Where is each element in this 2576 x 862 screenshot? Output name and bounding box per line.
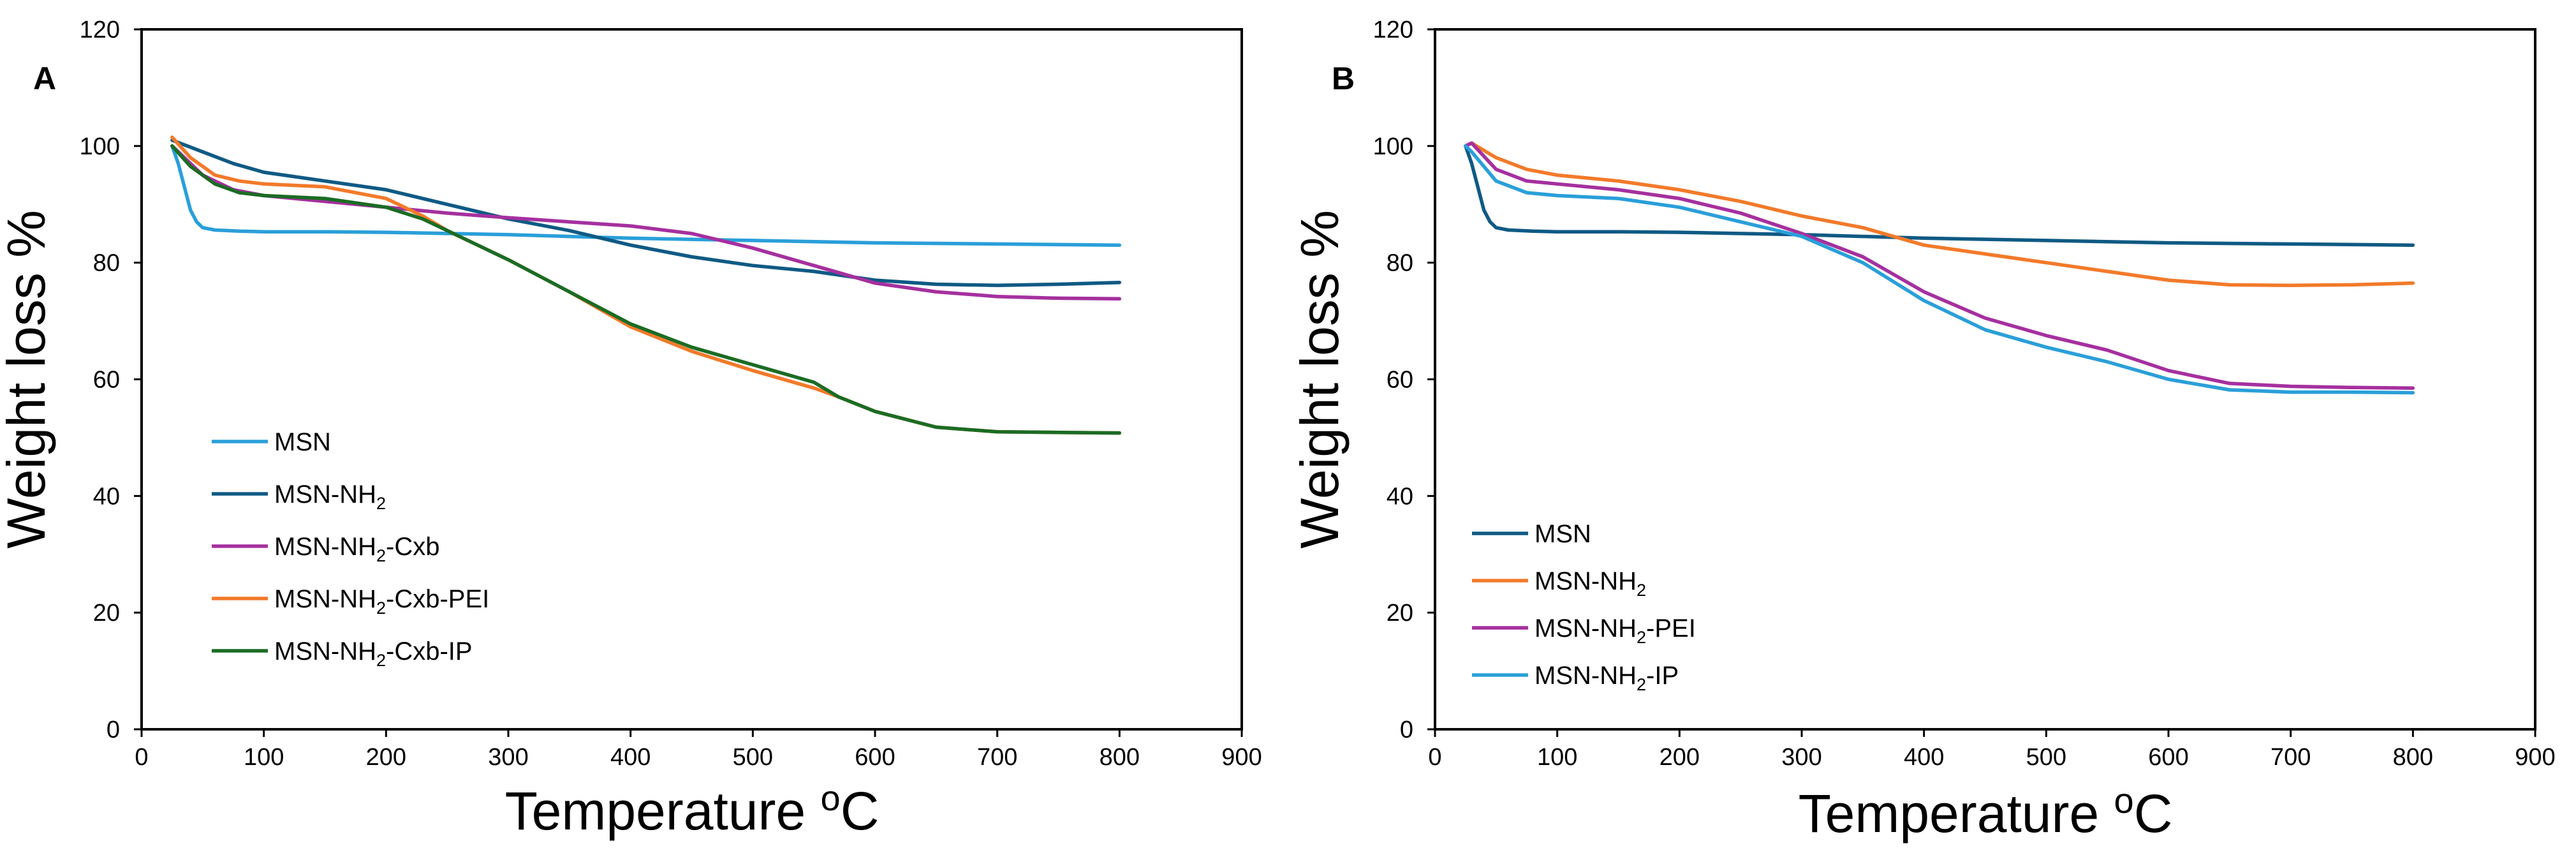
chart-b-series-line-3 <box>1464 141 2415 390</box>
chart-b-x-axis-title: Temperature oC <box>1799 780 2173 843</box>
chart-a-x-tick-label-300: 300 <box>488 744 528 771</box>
chart-b-y-tick-label-100: 100 <box>1373 133 1413 160</box>
chart-b-legend: MSN MSN-NH2 MSN-NH2-PEI MSN-NH2-IP <box>1472 520 1696 694</box>
chart-b-y-tick-label-40: 40 <box>1387 483 1413 510</box>
chart-b-x-tick-label-900: 900 <box>2515 744 2555 771</box>
chart-a-x-tick-label-500: 500 <box>733 744 773 771</box>
chart-b-x-tick-label-100: 100 <box>1537 744 1577 771</box>
chart-a-x-tick-label-600: 600 <box>855 744 895 771</box>
chart-b-panel-letter: B <box>1332 61 1355 96</box>
chart-a-y-axis-title: Weight loss % <box>0 210 56 549</box>
chart-b-y-tick-label-0: 0 <box>1400 717 1413 743</box>
chart-a-series-line-1 <box>170 144 1122 247</box>
chart-a-x-tick-label-700: 700 <box>977 744 1017 771</box>
chart-a-x-tick-label-200: 200 <box>366 744 406 771</box>
chart-a-legend-label-3: MSN-NH2-Cxb <box>274 533 439 565</box>
chart-a-y-tick-label-100: 100 <box>80 133 120 160</box>
chart-a-series-line-5 <box>170 144 1122 435</box>
chart-a-y-tick-label-80: 80 <box>93 250 120 277</box>
chart-a-y-tick-label-40: 40 <box>93 483 120 510</box>
chart-a-legend-label-2: MSN-NH2 <box>274 480 386 513</box>
chart-b-legend-label-4: MSN-NH2-IP <box>1535 662 1679 694</box>
chart-b-series-line-1 <box>1464 144 2415 247</box>
chart-a-legend-label-1: MSN <box>274 428 331 456</box>
chart-a-series-line-2 <box>170 138 1122 288</box>
chart-b-legend-label-2: MSN-NH2 <box>1535 567 1646 600</box>
chart-a-legend: MSN MSN-NH2 MSN-NH2-Cxb MSN-NH2-Cxb-PEI MSN-… <box>212 428 489 670</box>
chart-a-y-tick-label-120: 120 <box>80 17 120 43</box>
chart-a-y-tick-label-60: 60 <box>93 367 120 394</box>
chart-b-y-tick-label-60: 60 <box>1387 367 1413 394</box>
chart-a-legend-label-4: MSN-NH2-Cxb-PEI <box>274 585 489 618</box>
chart-a-series-line-3 <box>170 144 1122 301</box>
chart-b-legend-label-3: MSN-NH2-PEI <box>1535 614 1696 647</box>
chart-b-x-tick-label-400: 400 <box>1904 744 1944 771</box>
chart-a: 0 20 40 60 80 100 120 0 100 200 300 400 500 600 700 800… <box>0 17 1262 841</box>
chart-b-x-tick-label-0: 0 <box>1428 744 1441 771</box>
chart-b-legend-label-1: MSN <box>1535 520 1591 548</box>
chart-b-x-tick-label-700: 700 <box>2271 744 2311 771</box>
chart-a-legend-label-5: MSN-NH2-Cxb-IP <box>274 637 473 670</box>
chart-a-x-tick-label-800: 800 <box>1100 744 1140 771</box>
chart-a-x-tick-label-900: 900 <box>1221 744 1262 771</box>
chart-b: 0 20 40 60 80 100 120 0 100 200 300 400 500 600 700 800… <box>1290 17 2556 843</box>
chart-b-x-tick-label-500: 500 <box>2026 744 2066 771</box>
chart-b-y-tick-label-20: 20 <box>1387 600 1413 627</box>
chart-b-y-axis-title: Weight loss % <box>1290 210 1350 549</box>
chart-b-y-tick-label-120: 120 <box>1373 17 1413 43</box>
chart-a-y-tick-label-20: 20 <box>93 600 120 627</box>
chart-b-x-tick-label-300: 300 <box>1781 744 1822 771</box>
chart-a-x-tick-label-100: 100 <box>244 744 284 771</box>
chart-a-plot-frame <box>140 28 1243 731</box>
chart-a-x-axis-title: Temperature oC <box>505 778 880 841</box>
chart-b-x-tick-label-800: 800 <box>2393 744 2433 771</box>
chart-a-panel-letter: A <box>33 61 56 96</box>
chart-b-y-tick-label-80: 80 <box>1387 250 1413 277</box>
chart-b-series-line-4 <box>1464 144 2415 395</box>
chart-b-x-tick-label-200: 200 <box>1660 744 1700 771</box>
chart-a-y-tick-label-0: 0 <box>107 717 120 743</box>
chart-b-series-line-2 <box>1464 141 2415 288</box>
chart-a-x-tick-label-400: 400 <box>610 744 651 771</box>
chart-b-x-tick-label-600: 600 <box>2148 744 2188 771</box>
chart-a-x-tick-label-0: 0 <box>135 744 148 771</box>
